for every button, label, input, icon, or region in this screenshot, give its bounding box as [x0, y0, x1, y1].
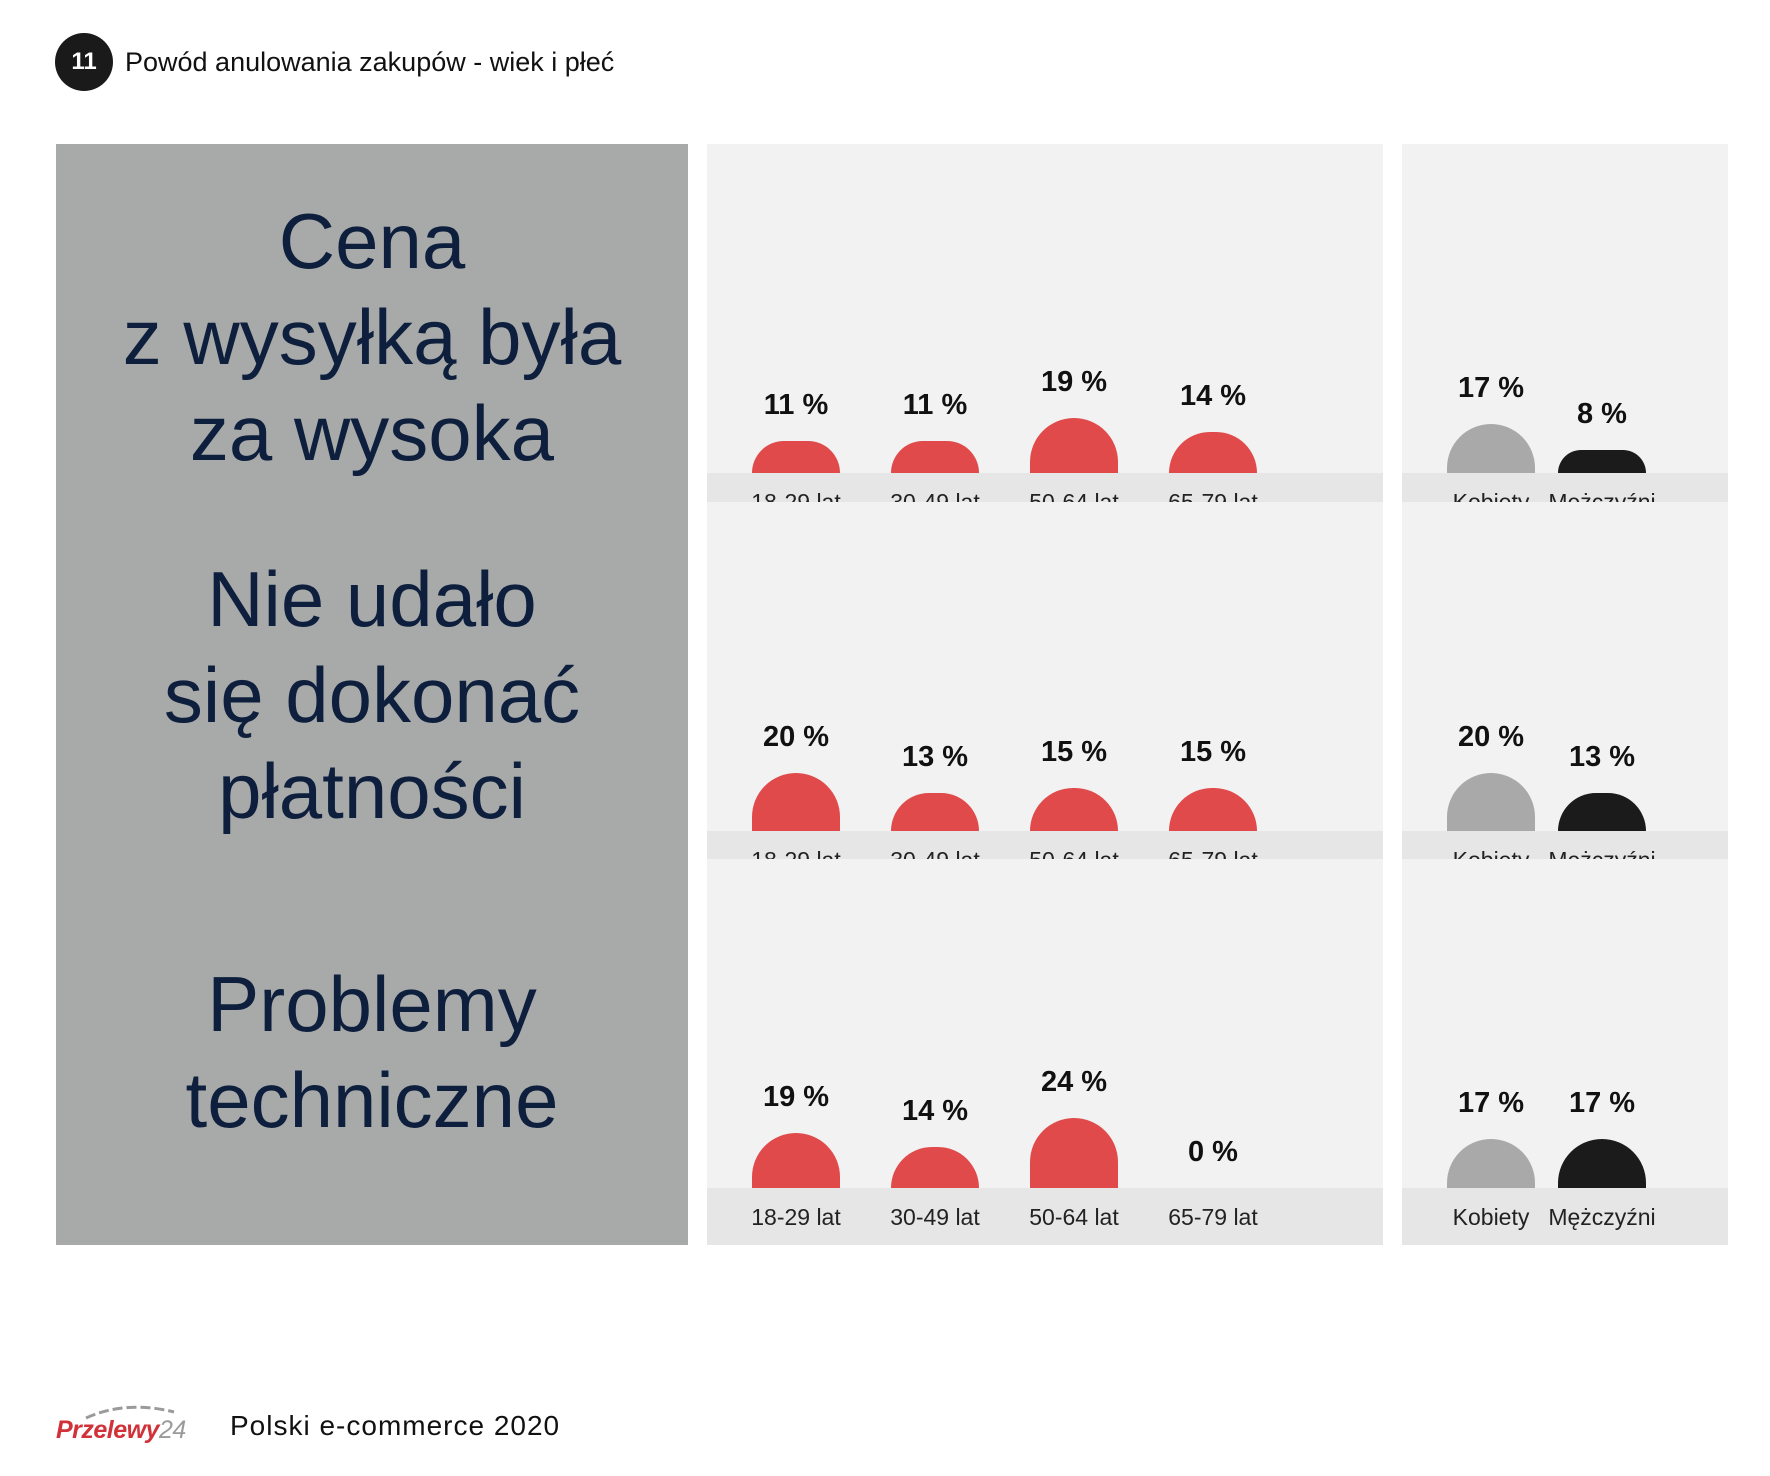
gender-bar-group: 20 %Kobiety [1441, 502, 1541, 888]
przelewy24-logo: Przelewy24 [56, 1398, 186, 1454]
gender-panel: 17 % Kobiety 17 % Mężczyźni [1402, 859, 1728, 1245]
category-label: Cena z wysyłką była za wysoka [122, 197, 622, 477]
data-label: 13 % [1568, 741, 1636, 774]
data-label: 11 % [763, 389, 829, 422]
age-bar-group: 14 %65-79 lat [1163, 144, 1263, 530]
footer-text: Polski e-commerce 2020 [230, 1410, 561, 1441]
category-tick-label: Mężczyźni [1548, 1204, 1656, 1230]
data-label: 8 % [1577, 397, 1627, 430]
age-bar [752, 1132, 840, 1188]
age-bar [752, 441, 840, 473]
age-bar-group: 11 %18-29 lat [746, 144, 846, 530]
category-tick-label: 18-29 lat [751, 1204, 841, 1230]
gender-panel: 17 %Kobiety8 %Mężczyźni [1402, 144, 1728, 530]
category-box: Cena z wysyłką była za wysoka [56, 144, 688, 530]
gender-bar-group: 17 %Kobiety [1441, 144, 1541, 530]
logo-main: Przelewy [56, 1416, 160, 1444]
age-bar-group: 19 % 18-29 lat [746, 859, 846, 1245]
label-strip [707, 1188, 1383, 1245]
label-strip [1402, 1188, 1728, 1245]
age-bar-group: 15 %65-79 lat [1163, 502, 1263, 888]
gender-bar [1558, 793, 1646, 831]
age-bar [1030, 1118, 1118, 1188]
data-label: 20 % [1457, 721, 1525, 753]
header: 11 Powód anulowania zakupów - wiek i płe… [55, 33, 615, 91]
data-label: 14 % [1179, 380, 1247, 413]
gender-bar-group: 17 % Mężczyźni [1548, 859, 1655, 1245]
age-bar-group: 0 % 65-79 lat [1163, 859, 1263, 1245]
data-label: 11 % [902, 389, 968, 422]
data-label: 15 % [1179, 735, 1247, 768]
age-bar [1169, 787, 1257, 831]
category-tick-label: 50-64 lat [1029, 1204, 1119, 1230]
gender-panel: 20 %Kobiety13 %Mężczyźni [1402, 502, 1728, 888]
data-label: 20 % [762, 721, 830, 753]
data-label: 17 % [1568, 1086, 1636, 1119]
category-label: Nie udało się dokonać płatności [163, 555, 581, 835]
category-box: Nie udało się dokonać płatności [56, 502, 688, 888]
age-bar [891, 441, 979, 473]
age-bar [1030, 417, 1118, 473]
gender-bar [1558, 1138, 1646, 1188]
age-bar [752, 773, 840, 831]
age-panel: 11 %18-29 lat11 %30-49 lat19 %50-64 lat1… [707, 144, 1383, 530]
gender-bar-group: 13 %Mężczyźni [1548, 502, 1655, 888]
data-label: 14 % [901, 1095, 969, 1128]
category-tick-label: Kobiety [1452, 1204, 1530, 1230]
gender-bar [1447, 773, 1535, 831]
age-bar-group: 15 %50-64 lat [1024, 502, 1124, 888]
gender-bar [1447, 1138, 1535, 1188]
data-label: 13 % [901, 741, 969, 774]
data-label: 19 % [1040, 365, 1108, 398]
age-bar [1030, 787, 1118, 831]
data-label: 15 % [1040, 735, 1108, 768]
data-label: 17 % [1457, 371, 1525, 404]
page-number-badge: 11 [55, 33, 113, 91]
gender-bar [1447, 423, 1535, 473]
age-bar [1169, 432, 1257, 473]
category-box: Problemy techniczne [56, 859, 688, 1245]
category-label: Problemy techniczne [185, 960, 559, 1144]
logo-arc-icon [85, 1405, 175, 1420]
age-bar-group: 11 %30-49 lat [885, 144, 985, 530]
age-panel: 19 % 18-29 lat 14 % 30-49 lat 24 % 50-64 lat 0… [707, 859, 1383, 1245]
category-tick-label: 30-49 lat [890, 1204, 980, 1230]
age-bar-group: 20 %18-29 lat [746, 502, 846, 888]
data-label: 19 % [762, 1080, 830, 1113]
gender-bar [1558, 449, 1646, 473]
chart-row: Problemy techniczne 19 % 18-29 lat 14 % 30-4… [56, 859, 1728, 1245]
age-bar-group: 13 %30-49 lat [885, 502, 985, 888]
category-tick-label: 65-79 lat [1168, 1204, 1258, 1230]
footer: Przelewy24 Polski e-commerce 2020 [56, 1398, 560, 1454]
age-bar-group: 19 %50-64 lat [1024, 144, 1124, 530]
age-bar [891, 793, 979, 831]
data-label: 24 % [1040, 1066, 1108, 1099]
data-label: 0 % [1188, 1136, 1238, 1168]
logo-number: 24 [159, 1416, 186, 1444]
gender-bar-group: 8 %Mężczyźni [1548, 144, 1655, 530]
age-bar [891, 1147, 979, 1188]
chart-row: Nie udało się dokonać płatności 20 %18-29… [56, 502, 1728, 888]
data-label: 17 % [1457, 1086, 1525, 1119]
chart-row: Cena z wysyłką była za wysoka 11 %18-29 l… [56, 144, 1728, 530]
age-bar-group: 24 % 50-64 lat [1024, 859, 1124, 1245]
gender-bar-group: 17 % Kobiety [1441, 859, 1541, 1245]
age-bar-group: 14 % 30-49 lat [885, 859, 985, 1245]
age-panel: 20 %18-29 lat13 %30-49 lat15 %50-64 lat1… [707, 502, 1383, 888]
page-title: Powód anulowania zakupów - wiek i płeć [125, 46, 615, 77]
